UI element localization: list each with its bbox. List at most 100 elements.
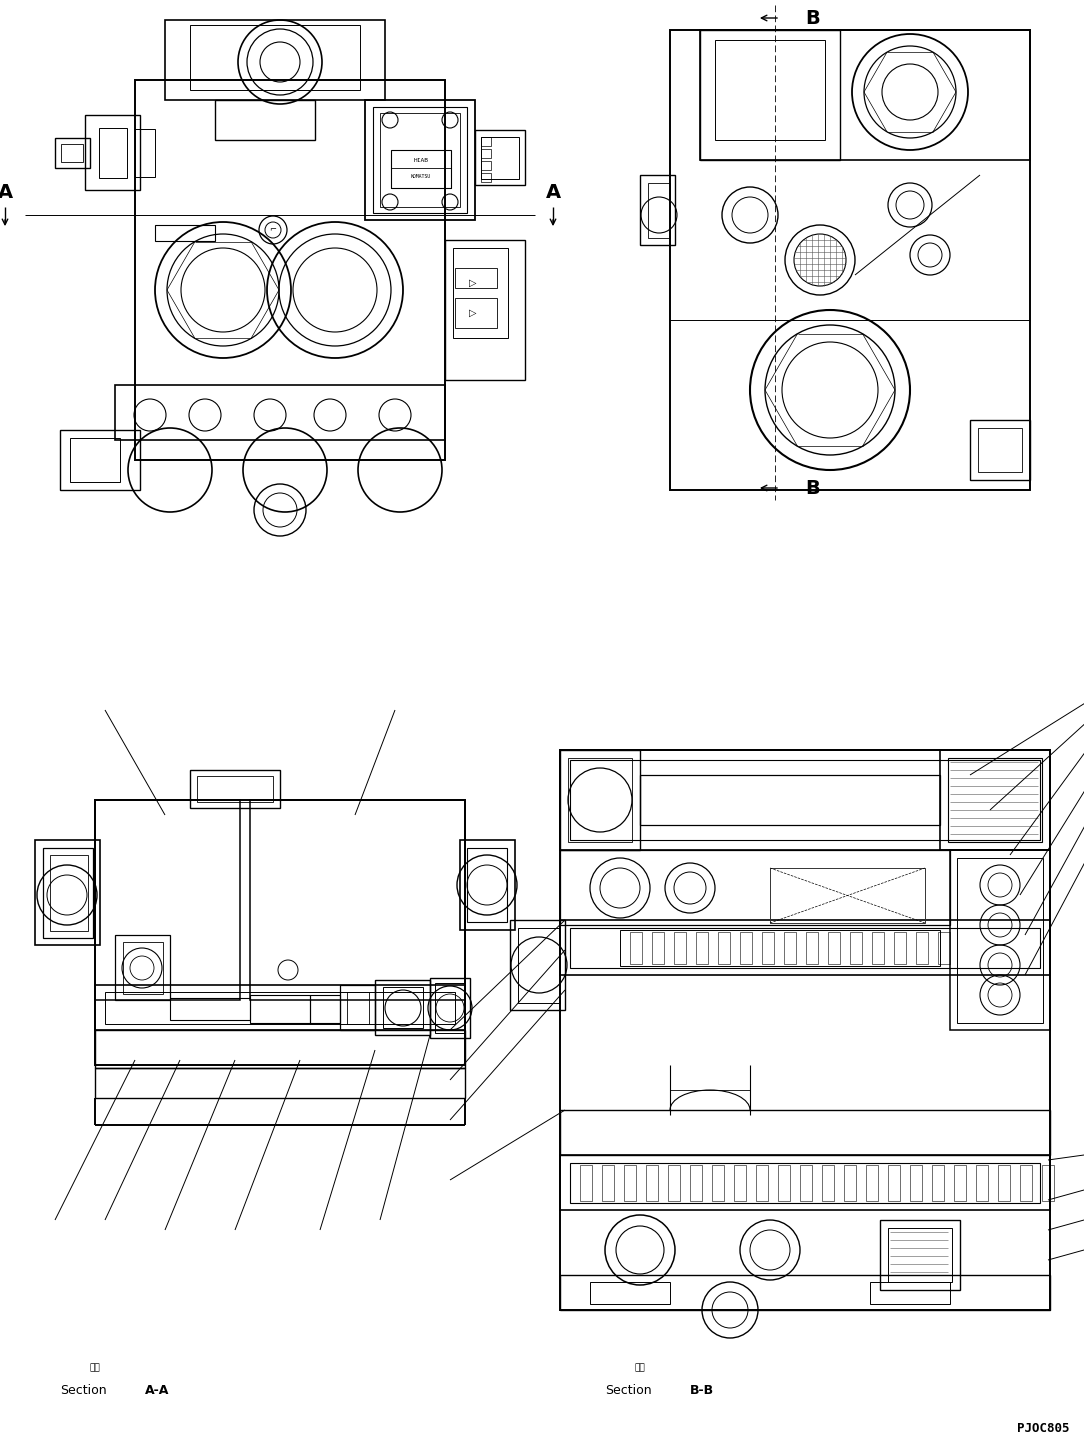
Bar [481, 161, 491, 169]
Bar [467, 848, 507, 922]
Text: 断面: 断面 [634, 1363, 645, 1373]
Text: ▷: ▷ [469, 308, 477, 318]
Bar [970, 420, 1030, 480]
Bar [646, 1165, 658, 1201]
Bar [340, 985, 375, 1030]
Bar [155, 224, 215, 242]
Bar [866, 1165, 878, 1201]
Bar [630, 932, 642, 964]
Bar [950, 849, 1050, 1030]
Bar [560, 1110, 1050, 1155]
Bar [715, 41, 825, 140]
Bar [570, 1163, 1040, 1202]
Bar [99, 127, 127, 178]
Text: B-B: B-B [691, 1383, 714, 1396]
Bar [455, 298, 496, 328]
Bar [43, 848, 93, 938]
Bar [568, 758, 632, 842]
Bar [620, 930, 940, 967]
Bar [95, 1030, 465, 1068]
Text: A: A [545, 184, 560, 203]
Bar [55, 137, 90, 168]
Bar [580, 1165, 592, 1201]
Bar [380, 113, 460, 207]
Bar [978, 428, 1022, 472]
Bar [190, 770, 280, 807]
Bar [347, 993, 369, 1024]
Bar [691, 1165, 702, 1201]
Bar [391, 150, 451, 188]
Bar [976, 1165, 988, 1201]
Bar [95, 985, 465, 1030]
Bar [880, 1220, 960, 1289]
Bar [806, 932, 818, 964]
Bar [481, 149, 491, 158]
Bar [475, 130, 525, 185]
Bar [250, 800, 465, 1000]
Bar [115, 935, 170, 1000]
Bar [460, 841, 515, 930]
Bar [778, 1165, 790, 1201]
Bar [481, 137, 519, 179]
Bar [570, 760, 1040, 841]
Bar [435, 983, 465, 1033]
Bar [215, 100, 315, 140]
Bar [455, 268, 496, 288]
Bar [718, 932, 730, 964]
Bar [1020, 1165, 1032, 1201]
Bar [938, 932, 950, 964]
Bar [560, 750, 640, 849]
Bar [700, 30, 840, 161]
Bar [310, 996, 340, 1023]
Text: Section: Section [605, 1383, 651, 1396]
Text: ⌐: ⌐ [270, 226, 276, 234]
Bar [640, 776, 940, 825]
Bar [602, 1165, 614, 1201]
Bar [570, 928, 1040, 968]
Bar [800, 1165, 812, 1201]
Bar [954, 1165, 966, 1201]
Bar [712, 1165, 724, 1201]
Bar [888, 1229, 952, 1282]
Bar [509, 920, 565, 1010]
Bar [648, 182, 670, 237]
Bar [560, 920, 1050, 975]
Bar [136, 80, 446, 460]
Bar [375, 980, 430, 1035]
Bar [668, 1165, 680, 1201]
Bar [430, 978, 470, 1037]
Bar [115, 385, 446, 440]
Bar [932, 1165, 944, 1201]
Bar [391, 168, 451, 188]
Bar [590, 1282, 670, 1304]
Bar [700, 30, 1030, 161]
Bar [170, 998, 250, 1020]
Bar [165, 20, 385, 100]
Bar [828, 932, 840, 964]
Bar [95, 800, 240, 1000]
Bar [560, 1275, 1050, 1310]
Text: 断面: 断面 [90, 1363, 101, 1373]
Bar [872, 932, 883, 964]
Bar [888, 1165, 900, 1201]
Bar [365, 100, 475, 220]
Bar [940, 750, 1050, 849]
Bar [670, 30, 1030, 491]
Bar [822, 1165, 834, 1201]
Text: B: B [805, 479, 820, 498]
Bar [674, 932, 686, 964]
Bar [136, 129, 155, 177]
Bar [756, 1165, 767, 1201]
Bar [850, 932, 862, 964]
Bar [909, 1165, 922, 1201]
Bar [481, 137, 491, 146]
Bar [35, 841, 100, 945]
Text: Section: Section [60, 1383, 106, 1396]
Bar [453, 247, 508, 339]
Bar [844, 1165, 856, 1201]
Bar [560, 750, 1050, 1310]
Text: ▷: ▷ [469, 278, 477, 288]
Bar [870, 1282, 950, 1304]
Bar [560, 750, 1050, 849]
Bar [105, 993, 455, 1024]
